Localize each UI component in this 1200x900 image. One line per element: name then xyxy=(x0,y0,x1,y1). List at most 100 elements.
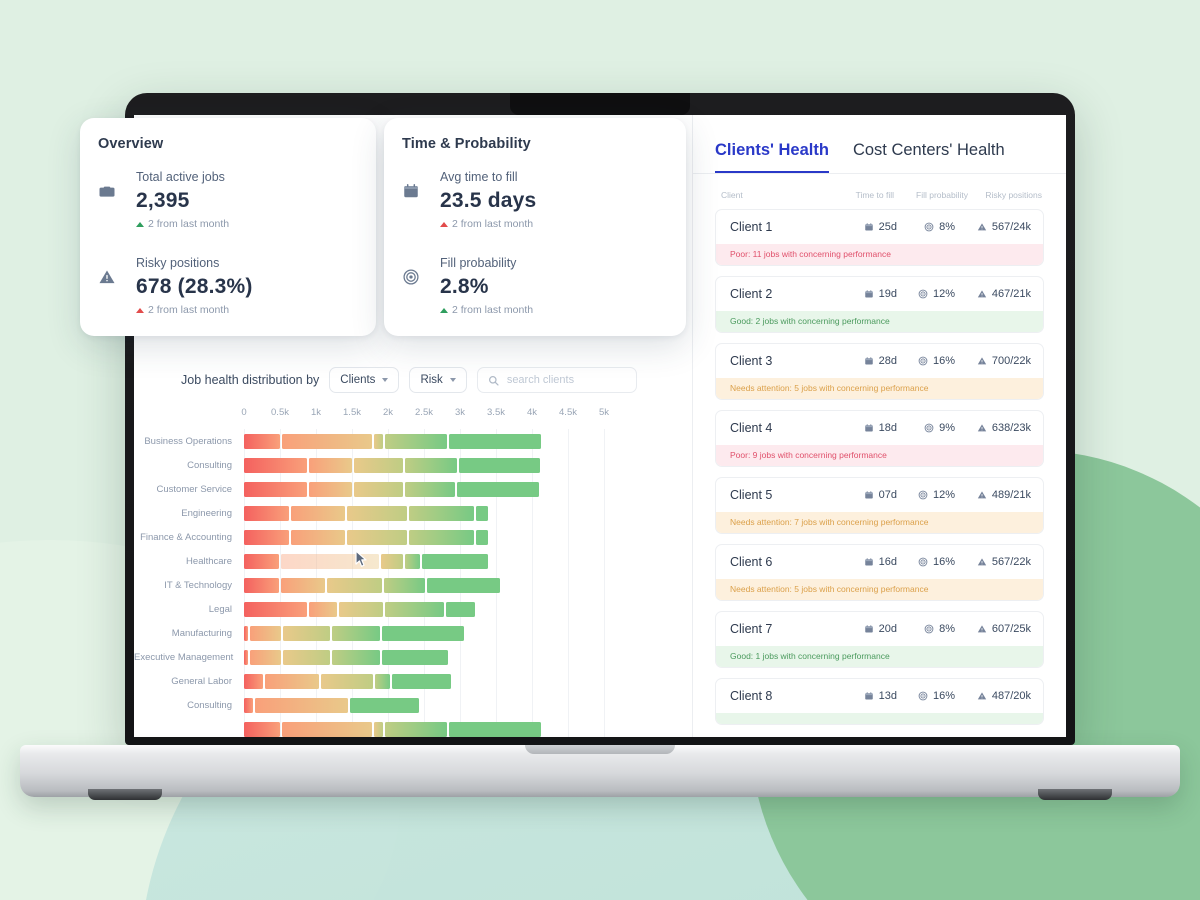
bar-segment[interactable] xyxy=(381,625,465,641)
bar-segment[interactable] xyxy=(332,625,380,641)
client-row-main[interactable]: Client 5 07d 12% 489/21k xyxy=(716,478,1043,512)
bar-segment[interactable] xyxy=(457,481,540,497)
stacked-bar[interactable] xyxy=(244,529,489,545)
stacked-bar[interactable] xyxy=(244,481,540,497)
chart-row[interactable] xyxy=(134,717,692,737)
chart-row[interactable]: Customer Service xyxy=(134,477,692,501)
bar-segment[interactable] xyxy=(244,697,253,713)
search-input[interactable] xyxy=(506,374,626,386)
bar-segment[interactable] xyxy=(404,457,457,473)
client-row[interactable]: Client 8 13d 16% 487/20k xyxy=(715,678,1044,725)
bar-segment[interactable] xyxy=(244,529,289,545)
chart-row[interactable]: General Labor xyxy=(134,669,692,693)
bar-segment[interactable] xyxy=(384,601,444,617)
client-row-main[interactable]: Client 3 28d 16% 700/22k xyxy=(716,344,1043,378)
bar-segment[interactable] xyxy=(282,721,372,737)
bar-segment[interactable] xyxy=(250,625,281,641)
tab-cost-centers-health[interactable]: Cost Centers' Health xyxy=(852,141,1005,159)
chart-row[interactable]: Finance & Accounting xyxy=(134,525,692,549)
client-row-main[interactable]: Client 6 16d 16% 567/22k xyxy=(716,545,1043,579)
stacked-bar[interactable] xyxy=(244,721,541,737)
bar-segment[interactable] xyxy=(308,457,352,473)
stacked-bar[interactable] xyxy=(244,649,448,665)
stacked-bar[interactable] xyxy=(244,697,420,713)
client-row[interactable]: Client 3 28d 16% 700/22k Needs attention: 5 … xyxy=(715,343,1044,400)
group-by-dropdown[interactable]: Clients xyxy=(329,367,400,393)
client-row[interactable]: Client 5 07d 12% 489/21k Needs attention: 7 … xyxy=(715,477,1044,534)
bar-segment[interactable] xyxy=(404,553,420,569)
client-row-main[interactable]: Client 7 20d 8% 607/25k xyxy=(716,612,1043,646)
bar-segment[interactable] xyxy=(281,553,380,569)
bar-segment[interactable] xyxy=(244,457,307,473)
chart-row[interactable]: Manufacturing xyxy=(134,621,692,645)
chart-row[interactable]: Engineering xyxy=(134,501,692,525)
bar-segment[interactable] xyxy=(244,673,263,689)
chart-row[interactable]: Consulting xyxy=(134,453,692,477)
bar-segment[interactable] xyxy=(448,433,541,449)
bar-segment[interactable] xyxy=(327,577,382,593)
bar-segment[interactable] xyxy=(244,433,280,449)
bar-segment[interactable] xyxy=(374,433,383,449)
bar-segment[interactable] xyxy=(321,673,373,689)
bar-segment[interactable] xyxy=(244,625,249,641)
chart-row[interactable]: Healthcare xyxy=(134,549,692,573)
client-row-main[interactable]: Client 4 18d 9% 638/23k xyxy=(716,411,1043,445)
bar-segment[interactable] xyxy=(244,481,307,497)
bar-segment[interactable] xyxy=(332,649,380,665)
stacked-bar[interactable] xyxy=(244,673,452,689)
bar-segment[interactable] xyxy=(381,649,448,665)
risk-filter-dropdown[interactable]: Risk xyxy=(409,367,467,393)
bar-segment[interactable] xyxy=(374,673,391,689)
bar-segment[interactable] xyxy=(244,721,280,737)
bar-segment[interactable] xyxy=(244,601,307,617)
bar-segment[interactable] xyxy=(308,481,352,497)
bar-segment[interactable] xyxy=(350,697,420,713)
stacked-bar[interactable] xyxy=(244,625,465,641)
bar-segment[interactable] xyxy=(244,577,280,593)
client-row[interactable]: Client 2 19d 12% 467/21k Good: 2 jobs with c… xyxy=(715,276,1044,333)
client-row[interactable]: Client 6 16d 16% 567/22k Needs attention: 5 … xyxy=(715,544,1044,601)
chart-row[interactable]: IT & Technology xyxy=(134,573,692,597)
stacked-bar[interactable] xyxy=(244,553,489,569)
bar-segment[interactable] xyxy=(353,481,403,497)
bar-segment[interactable] xyxy=(290,505,346,521)
bar-segment[interactable] xyxy=(445,601,476,617)
bar-segment[interactable] xyxy=(244,553,280,569)
chart-row[interactable]: Legal xyxy=(134,597,692,621)
bar-segment[interactable] xyxy=(282,433,372,449)
bar-segment[interactable] xyxy=(475,505,489,521)
client-row-main[interactable]: Client 1 25d 8% 567/24k xyxy=(716,210,1043,244)
client-row[interactable]: Client 1 25d 8% 567/24k Poor: 11 jobs with c… xyxy=(715,209,1044,266)
bar-segment[interactable] xyxy=(404,481,456,497)
client-search[interactable] xyxy=(476,367,637,393)
bar-segment[interactable] xyxy=(250,649,281,665)
stacked-bar[interactable] xyxy=(244,457,540,473)
bar-segment[interactable] xyxy=(392,673,452,689)
tab-clients-health[interactable]: Clients' Health xyxy=(715,141,829,173)
bar-segment[interactable] xyxy=(426,577,500,593)
bar-segment[interactable] xyxy=(290,529,346,545)
bar-segment[interactable] xyxy=(409,505,474,521)
bar-segment[interactable] xyxy=(475,529,489,545)
client-row-main[interactable]: Client 8 13d 16% 487/20k xyxy=(716,679,1043,713)
client-row[interactable]: Client 7 20d 8% 607/25k Good: 1 jobs with co… xyxy=(715,611,1044,668)
bar-segment[interactable] xyxy=(448,721,541,737)
stacked-bar[interactable] xyxy=(244,505,489,521)
bar-segment[interactable] xyxy=(339,601,383,617)
bar-segment[interactable] xyxy=(264,673,320,689)
bar-segment[interactable] xyxy=(282,625,331,641)
stacked-bar[interactable] xyxy=(244,577,500,593)
bar-segment[interactable] xyxy=(347,529,408,545)
bar-segment[interactable] xyxy=(244,505,289,521)
bar-segment[interactable] xyxy=(381,553,403,569)
bar-segment[interactable] xyxy=(421,553,489,569)
chart-row[interactable]: Executive Management xyxy=(134,645,692,669)
bar-segment[interactable] xyxy=(409,529,474,545)
bar-segment[interactable] xyxy=(244,649,249,665)
stacked-bar[interactable] xyxy=(244,433,541,449)
bar-segment[interactable] xyxy=(458,457,540,473)
bar-segment[interactable] xyxy=(353,457,403,473)
bar-segment[interactable] xyxy=(384,721,447,737)
bar-segment[interactable] xyxy=(254,697,349,713)
bar-segment[interactable] xyxy=(281,577,326,593)
